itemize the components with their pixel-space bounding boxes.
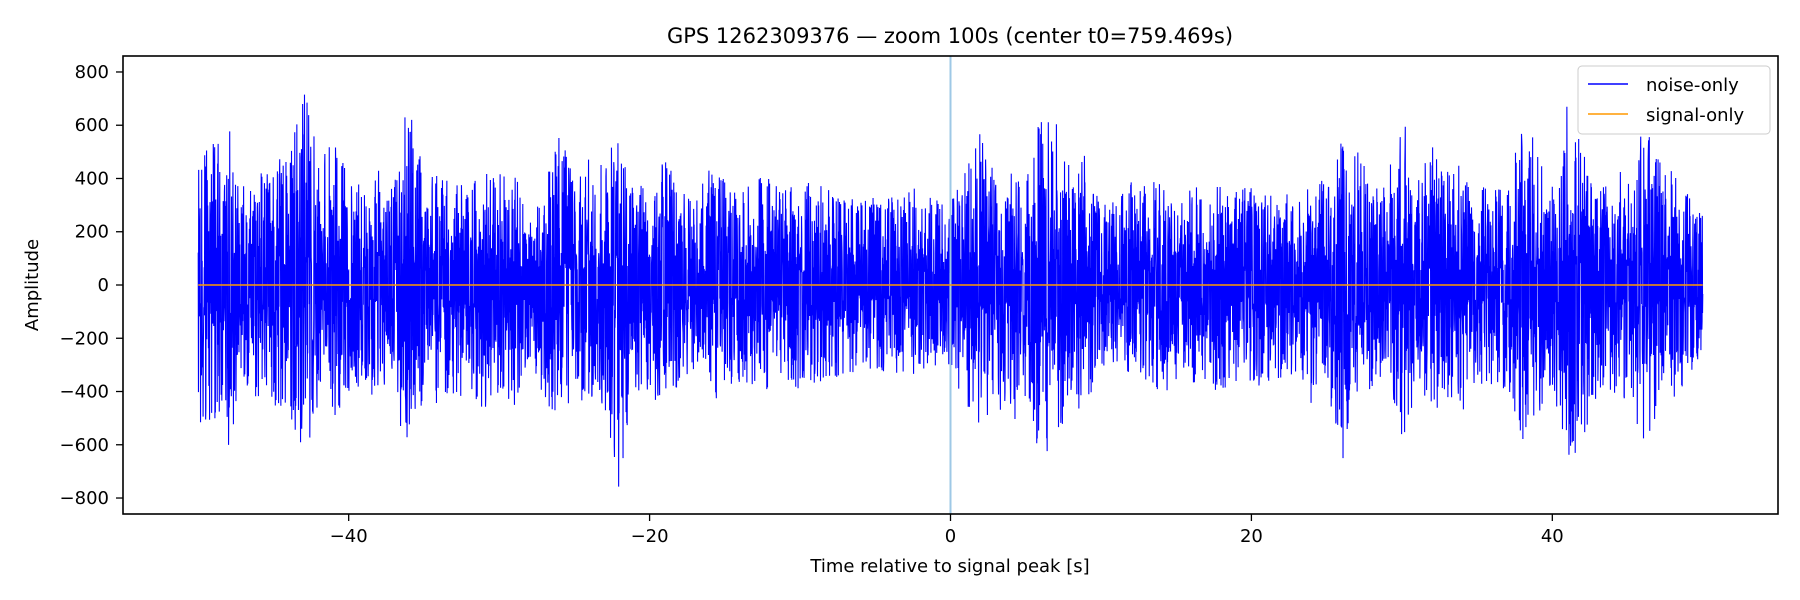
y-tick-label: −400 [60,382,109,403]
y-axis-label: Amplitude [22,239,43,331]
legend: noise-only signal-only [1577,65,1771,135]
plot-area [197,56,1704,514]
y-tick-label: −600 [60,435,109,456]
legend-label-noise-only: noise-only [1646,75,1739,96]
y-tick-label: 400 [75,168,109,189]
y-tick-label: 0 [98,275,109,296]
x-tick-label: 0 [945,526,956,547]
y-tick-label: 600 [75,115,109,136]
y-tick-label: 200 [75,222,109,243]
x-tick-label: −40 [330,526,368,547]
legend-box [1577,65,1771,135]
x-axis: −40 −20 0 20 40 [330,514,1564,547]
x-tick-label: 20 [1240,526,1263,547]
x-tick-label: 40 [1541,526,1564,547]
y-tick-label: 800 [75,62,109,83]
y-tick-label: −200 [60,328,109,349]
legend-label-signal-only: signal-only [1646,105,1744,126]
y-tick-label: −800 [60,488,109,509]
y-axis: −800 −600 −400 −200 0 200 400 600 800 [60,62,123,509]
x-tick-label: −20 [631,526,669,547]
chart-title: GPS 1262309376 — zoom 100s (center t0=75… [667,24,1233,48]
x-axis-label: Time relative to signal peak [s] [809,556,1089,577]
